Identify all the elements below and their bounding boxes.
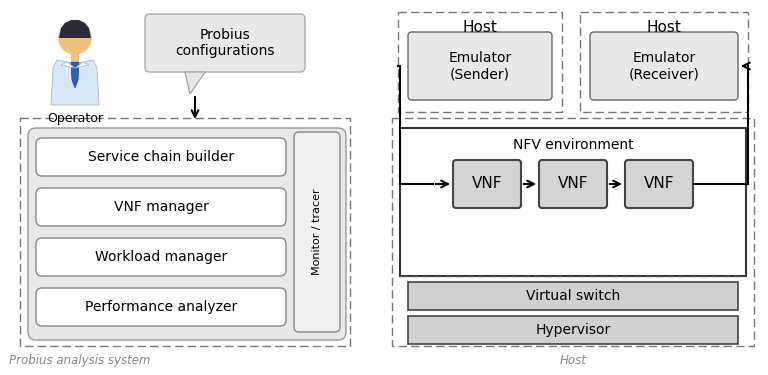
Bar bbox=[398, 12, 562, 112]
Bar bbox=[71, 51, 79, 61]
FancyBboxPatch shape bbox=[408, 32, 552, 100]
Text: Host: Host bbox=[647, 20, 681, 35]
Polygon shape bbox=[59, 20, 91, 38]
Text: Probius analysis system: Probius analysis system bbox=[9, 354, 151, 367]
Text: VNF: VNF bbox=[558, 177, 588, 192]
Polygon shape bbox=[71, 62, 79, 88]
FancyBboxPatch shape bbox=[36, 288, 286, 326]
Polygon shape bbox=[75, 62, 89, 68]
FancyBboxPatch shape bbox=[294, 132, 340, 332]
Text: Virtual switch: Virtual switch bbox=[526, 289, 620, 303]
Bar bbox=[20, 118, 350, 346]
FancyBboxPatch shape bbox=[539, 160, 607, 208]
Text: Performance analyzer: Performance analyzer bbox=[85, 300, 237, 314]
Polygon shape bbox=[51, 60, 99, 105]
FancyBboxPatch shape bbox=[36, 138, 286, 176]
Text: Monitor / tracer: Monitor / tracer bbox=[312, 189, 322, 275]
Polygon shape bbox=[185, 72, 205, 94]
Bar bbox=[408, 282, 738, 310]
Text: Hypervisor: Hypervisor bbox=[535, 323, 611, 337]
Circle shape bbox=[59, 22, 91, 54]
Bar bbox=[408, 316, 738, 344]
Text: Probius
configurations: Probius configurations bbox=[175, 28, 275, 58]
FancyBboxPatch shape bbox=[453, 160, 521, 208]
FancyBboxPatch shape bbox=[590, 32, 738, 100]
FancyBboxPatch shape bbox=[28, 128, 346, 340]
Text: VNF: VNF bbox=[644, 177, 674, 192]
Text: Operator: Operator bbox=[47, 112, 103, 125]
Text: NFV environment: NFV environment bbox=[513, 138, 634, 152]
Text: Host: Host bbox=[560, 354, 587, 367]
Bar bbox=[400, 128, 746, 276]
Bar bbox=[392, 118, 754, 346]
Text: Emulator
(Receiver): Emulator (Receiver) bbox=[628, 51, 700, 81]
Text: Workload manager: Workload manager bbox=[95, 250, 227, 264]
Text: VNF: VNF bbox=[472, 177, 502, 192]
Text: Host: Host bbox=[462, 20, 498, 35]
Text: Service chain builder: Service chain builder bbox=[88, 150, 234, 164]
Polygon shape bbox=[61, 62, 75, 68]
Bar bbox=[580, 12, 748, 112]
FancyBboxPatch shape bbox=[145, 14, 305, 72]
FancyBboxPatch shape bbox=[625, 160, 693, 208]
Text: VNF manager: VNF manager bbox=[114, 200, 208, 214]
FancyBboxPatch shape bbox=[36, 188, 286, 226]
FancyBboxPatch shape bbox=[36, 238, 286, 276]
Text: Emulator
(Sender): Emulator (Sender) bbox=[449, 51, 511, 81]
